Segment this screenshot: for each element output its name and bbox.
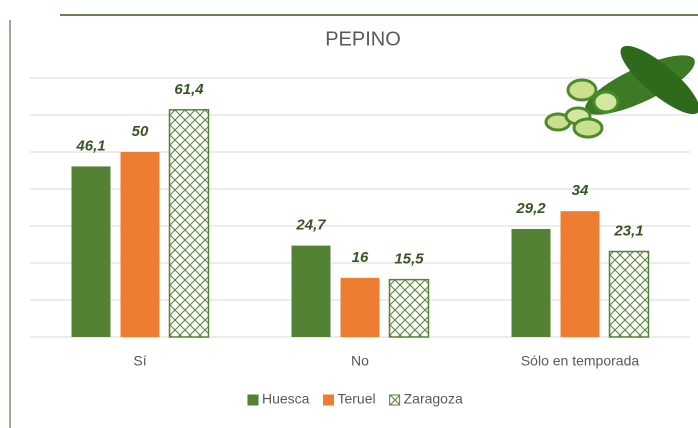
x-tick-label: Sólo en temporada <box>521 353 640 369</box>
legend-swatch <box>390 395 400 405</box>
page: PEPINO Sí 46,1 50 61,4 No 24,7 16 15,5 Sólo en t… <box>0 0 698 428</box>
value-label: 61,4 <box>174 81 204 98</box>
legend-label: Huesca <box>262 391 310 407</box>
chart: PEPINO Sí 46,1 50 61,4 No 24,7 16 15,5 Sólo en t… <box>0 0 698 428</box>
x-tick-label: Sí <box>133 353 146 369</box>
value-label: 16 <box>352 249 369 266</box>
value-label: 29,2 <box>515 200 546 217</box>
bar <box>610 252 649 337</box>
legend-label: Teruel <box>337 391 375 407</box>
bar <box>121 152 160 337</box>
legend-swatch <box>323 395 333 405</box>
value-label: 24,7 <box>295 217 326 234</box>
bar <box>390 280 429 337</box>
bar <box>72 166 111 337</box>
value-label: 46,1 <box>75 137 105 154</box>
value-label: 50 <box>132 123 149 140</box>
chart-title: PEPINO <box>325 28 401 50</box>
legend-label: Zaragoza <box>404 391 463 407</box>
bar <box>512 229 551 337</box>
legend-swatch <box>248 395 258 405</box>
bar <box>170 110 209 337</box>
bar <box>292 246 331 337</box>
bar <box>561 211 600 337</box>
value-label: 23,1 <box>613 222 643 239</box>
value-label: 34 <box>572 182 589 199</box>
x-tick-label: No <box>351 353 369 369</box>
bar <box>341 278 380 337</box>
value-label: 15,5 <box>394 251 424 268</box>
